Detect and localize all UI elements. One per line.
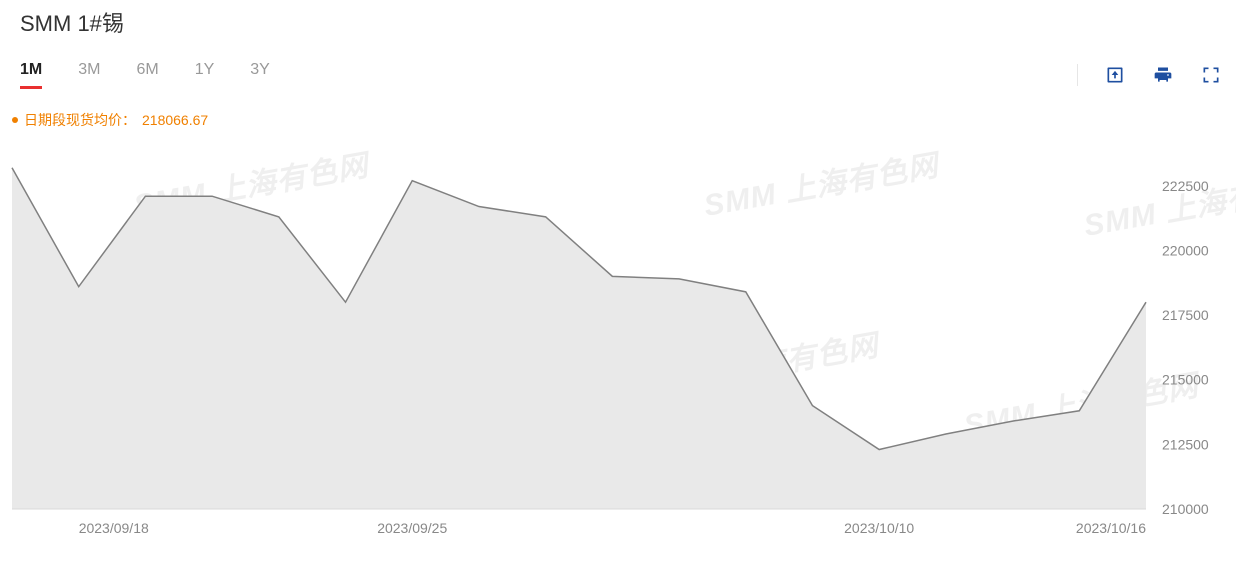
svg-text:217500: 217500 [1162,307,1209,323]
toolbar: 1M 3M 6M 1Y 3Y [20,56,1222,94]
tab-3m[interactable]: 3M [78,61,100,89]
avg-label: 日期段现货均价： [24,110,136,130]
chart-area: SMM 上海有色网SMM 上海有色网SMM 上海有色网SMM 上海有色网SMM … [6,136,1236,555]
toolbar-separator [1077,64,1078,86]
tab-1m[interactable]: 1M [20,61,42,89]
download-image-icon[interactable] [1104,64,1126,86]
page-title: SMM 1#锡 [20,6,124,38]
svg-text:2023/10/10: 2023/10/10 [844,520,914,536]
print-icon[interactable] [1152,64,1174,86]
toolbar-icons [1077,64,1222,86]
avg-price-row: 日期段现货均价： 218066.67 [12,110,208,130]
svg-text:2023/09/18: 2023/09/18 [79,520,149,536]
tab-6m[interactable]: 6M [136,61,158,89]
bullet-icon [12,117,18,123]
svg-text:SMM 上海有色网: SMM 上海有色网 [1081,169,1236,243]
svg-text:222500: 222500 [1162,178,1209,194]
price-chart: SMM 上海有色网SMM 上海有色网SMM 上海有色网SMM 上海有色网SMM … [6,136,1236,555]
svg-text:215000: 215000 [1162,372,1209,388]
svg-text:SMM 上海有色网: SMM 上海有色网 [701,149,943,223]
svg-text:210000: 210000 [1162,501,1209,517]
fullscreen-icon[interactable] [1200,64,1222,86]
svg-text:212500: 212500 [1162,436,1209,452]
tab-1y[interactable]: 1Y [195,61,215,89]
avg-value: 218066.67 [142,112,208,128]
svg-text:2023/10/16: 2023/10/16 [1076,520,1146,536]
time-range-tabs: 1M 3M 6M 1Y 3Y [20,61,270,89]
svg-text:2023/09/25: 2023/09/25 [377,520,447,536]
svg-text:220000: 220000 [1162,242,1209,258]
tab-3y[interactable]: 3Y [250,61,270,89]
